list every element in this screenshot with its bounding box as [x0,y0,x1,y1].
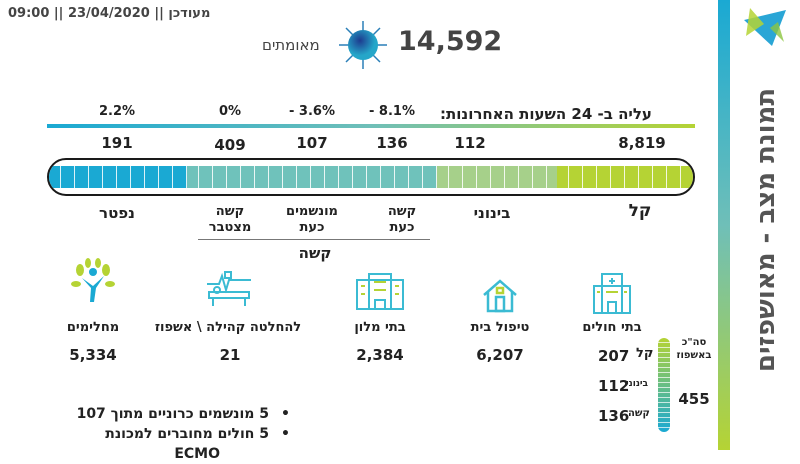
hospital-mild-value: 207 [598,347,630,365]
value-ventilated: 107 [296,134,328,152]
updated-text: מעודכן || 23/04/2020 || 09:00 [8,6,211,21]
label-home-care: טיפול בית [470,320,530,335]
value-severe-cumulative: 409 [214,136,246,154]
label-mild: קל [628,201,652,221]
segment-moderate [437,160,557,194]
hospital-mild-label: קל [636,346,654,361]
label-recovered: מחלימים [66,320,120,335]
change-severe: - 8.1% [369,104,415,119]
virus-icon [339,21,387,69]
page-title: תמונת מצב - מאושפזים [751,87,781,373]
hospital-thermometer [658,338,670,432]
note-item: ECMO [174,446,220,462]
label-moderate: בינוני [473,204,511,222]
tree-person-icon [71,258,115,302]
label-severe: קשה כעת [387,204,417,235]
note-item: •5 חולים מחוברים למכונת [105,426,290,442]
value-pending-decision: 21 [219,346,241,364]
hotel-icon [356,273,404,310]
change-deceased: 2.2% [98,104,136,119]
change-ventilated: - 3.6% [289,104,335,119]
value-moderate: 112 [454,134,486,152]
hospital-severe-value: 136 [598,407,630,425]
value-severe: 136 [376,134,408,152]
segment-mild [557,160,693,194]
label-hotels: בתי מלון [354,320,406,335]
value-hotels: 2,384 [356,346,404,364]
change-severe-cumulative: 0% [218,104,242,119]
hospital-severe-label: קשה [628,408,650,419]
label-ventilated: מונשמים כעת [286,204,338,235]
hospital-total-value: 455 [678,390,710,408]
change-title: עליה ב- 24 השעות האחרונות: [440,105,652,123]
accent-stripe [718,0,730,450]
notes-list: •5 מונשמים כרוניים מתוך 107 •5 חולים מחו… [40,404,290,464]
value-mild: 8,819 [618,134,666,152]
group-label-severe: קשה [298,244,332,262]
label-deceased: נפטר [99,204,135,222]
value-home-care: 6,207 [476,346,524,364]
note-item: •5 מונשמים כרוניים מתוך 107 [76,406,290,422]
segment-severe [187,160,437,194]
confirmed-value: 14,592 [398,26,503,57]
segment-deceased [49,160,187,194]
severity-bar [47,158,695,196]
gradient-line [47,124,695,128]
label-hospitals: בתי חולים [582,320,642,335]
hospital-moderate-value: 112 [598,377,630,395]
hospital-bed-icon [207,271,251,306]
value-recovered: 5,334 [69,346,117,364]
hospital-moderate-label: בינוני [626,379,649,389]
star-logo-icon [744,8,786,46]
hospital-icon [593,273,631,314]
group-divider [198,239,430,240]
value-deceased: 191 [101,134,133,152]
label-severe-cumulative: קשה מצטבר [208,204,252,235]
house-icon [483,279,517,313]
hospital-total-label: סה"כ באשפוז [676,337,712,361]
label-pending-decision: להחלטה קהילה \ אשפוז [154,320,302,335]
confirmed-label: מאומתים [262,36,320,54]
